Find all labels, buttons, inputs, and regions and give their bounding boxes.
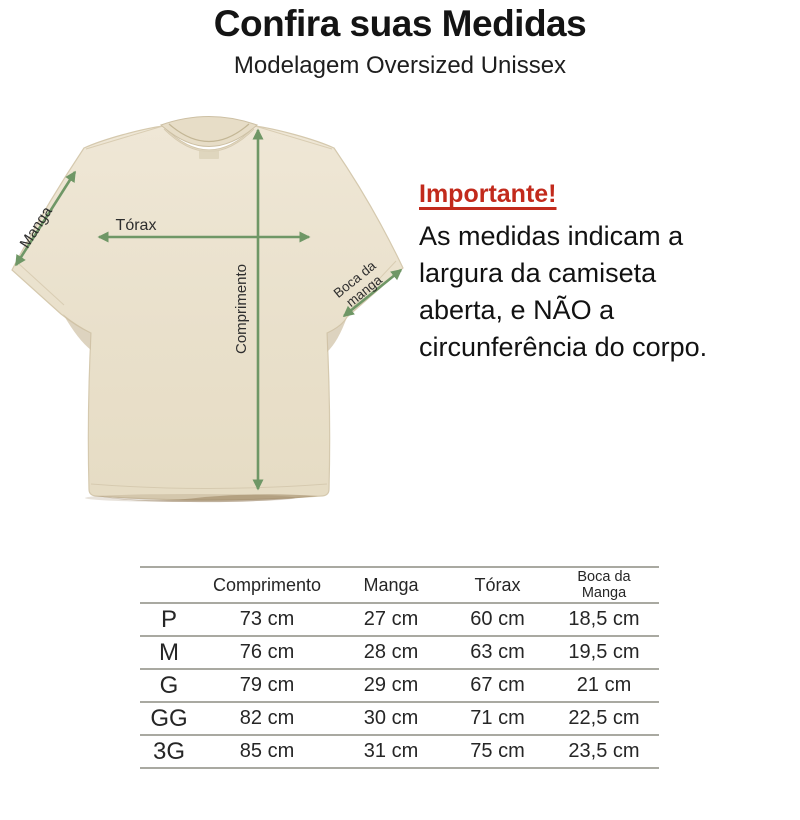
torax-cell: 71 cm — [470, 707, 525, 729]
note-text-line: circunferência do corpo. — [419, 332, 708, 362]
left-cuff-seam — [17, 262, 65, 306]
boca-cell: 21 cm — [576, 674, 632, 696]
boca-cell: 23,5 cm — [568, 740, 640, 762]
manga-cell: 27 cm — [363, 608, 419, 630]
collar-inner-line — [168, 123, 250, 143]
size-cell: P — [160, 605, 177, 633]
manga-cell: 29 cm — [363, 674, 419, 696]
hem-shadow — [97, 494, 318, 503]
col-header-size — [140, 566, 198, 604]
comprimento-cell: 73 cm — [239, 608, 295, 630]
table-row-g: G 79 cm 29 cm 67 cm 21 cm — [140, 669, 659, 702]
comprimento-cell: 79 cm — [239, 674, 295, 696]
size-cell: GG — [150, 704, 188, 732]
table-row-gg: GG 82 cm 30 cm 71 cm 22,5 cm — [140, 702, 659, 735]
right-underarm-shadow — [327, 317, 347, 352]
note-text-line: largura da camiseta — [419, 258, 657, 288]
boca-cell: 18,5 cm — [568, 608, 640, 630]
col-header-comprimento: Comprimento — [198, 566, 336, 604]
torax-cell: 63 cm — [470, 641, 525, 663]
size-table: Comprimento Manga Tórax Boca da Manga P … — [140, 566, 659, 769]
size-cell: 3G — [152, 737, 185, 765]
page-subtitle: Modelagem Oversized Unissex — [233, 52, 567, 79]
tshirt-diagram: Manga Tórax Comprimento Boca da manga — [0, 104, 420, 524]
manga-cell: 30 cm — [363, 707, 419, 729]
torax-label: Tórax — [116, 217, 157, 234]
comprimento-cell: 85 cm — [239, 740, 295, 762]
manga-arrow — [14, 170, 77, 267]
boca-cell: 22,5 cm — [568, 707, 640, 729]
boca-cell: 19,5 cm — [568, 641, 640, 663]
col-header-boca-da-manga: Boca da Manga — [549, 566, 659, 604]
note-text-line: As medidas indicam a — [419, 221, 684, 251]
manga-cell: 31 cm — [363, 740, 419, 762]
left-shoulder-seam — [85, 125, 164, 150]
torax-cell: 67 cm — [470, 674, 525, 696]
hem-shadow-soft — [85, 494, 295, 502]
size-table-header-row: Comprimento Manga Tórax Boca da Manga — [140, 566, 659, 604]
hem-stitch — [90, 483, 328, 489]
comprimento-cell: 76 cm — [239, 641, 295, 663]
comprimento-label: Comprimento — [233, 264, 250, 354]
table-row-m: M 76 cm 28 cm 63 cm 19,5 cm — [140, 636, 659, 669]
left-underarm-shadow — [63, 314, 91, 350]
torax-cell: 75 cm — [470, 740, 525, 762]
page-title: Confira suas Medidas — [213, 3, 587, 44]
important-note: Importante! As medidas indicam a largura… — [419, 180, 791, 366]
table-row-3g: 3G 85 cm 31 cm 75 cm 23,5 cm — [140, 735, 659, 768]
tshirt-diagram-svg: Manga Tórax Comprimento Boca da manga — [11, 116, 404, 503]
collar-brand-label — [199, 150, 219, 159]
table-row-p: P 73 cm 27 cm 60 cm 18,5 cm — [140, 603, 659, 636]
comprimento-cell: 82 cm — [239, 707, 295, 729]
col-header-manga: Manga — [336, 566, 446, 604]
collar — [160, 116, 258, 147]
size-cell: G — [159, 671, 179, 699]
tshirt-graphic — [11, 125, 404, 501]
note-heading: Importante! — [419, 180, 557, 208]
size-cell: M — [159, 638, 179, 666]
right-shoulder-seam — [254, 125, 333, 150]
col-header-torax: Tórax — [446, 566, 549, 604]
note-text-line: aberta, e NÃO a — [419, 295, 615, 325]
torax-cell: 60 cm — [470, 608, 525, 630]
manga-cell: 28 cm — [363, 641, 419, 663]
boca-da-manga-arrow — [342, 268, 403, 318]
